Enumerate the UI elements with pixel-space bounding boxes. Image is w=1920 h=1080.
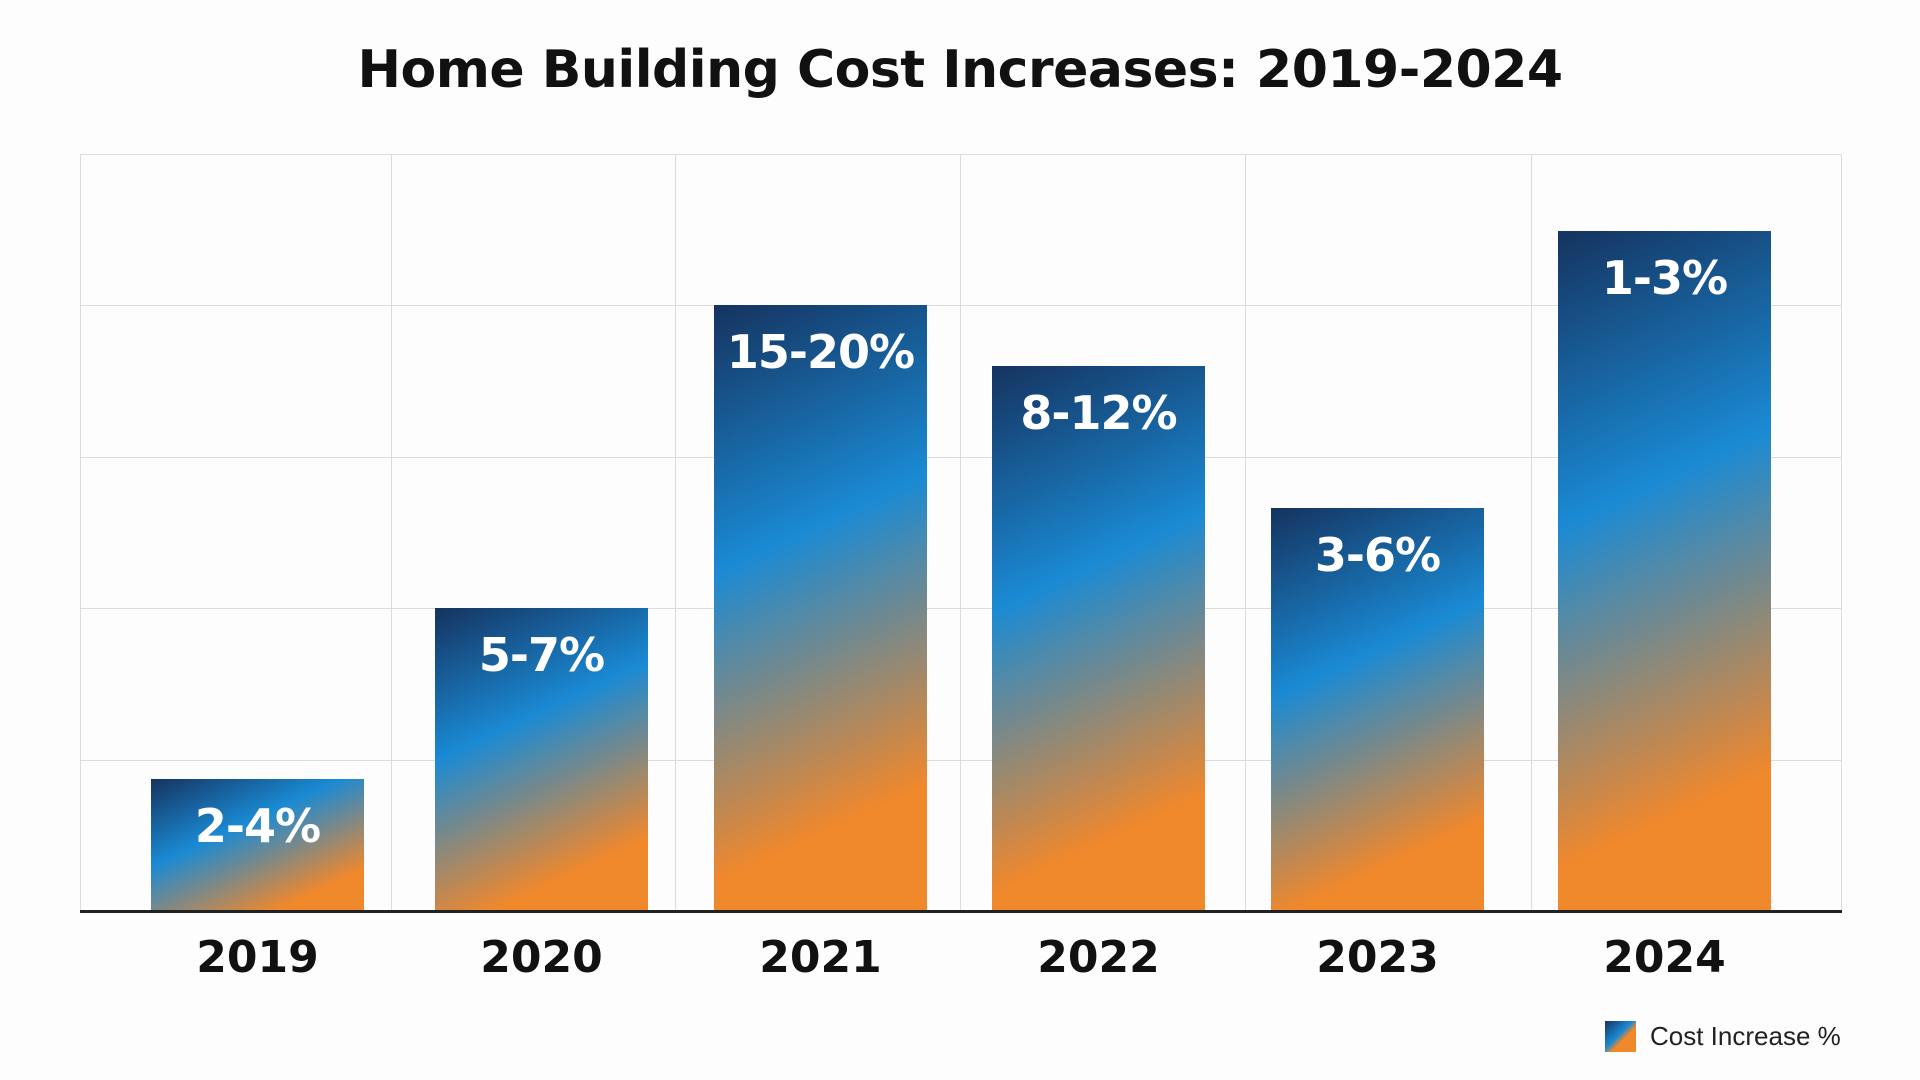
gridline-vertical xyxy=(1245,154,1246,911)
x-axis-line xyxy=(80,910,1842,913)
gridline-horizontal xyxy=(80,759,1842,761)
legend-label: Cost Increase % xyxy=(1650,1021,1841,1051)
data-label: 1-3% xyxy=(1601,251,1728,306)
bar-2019: 2-4% xyxy=(151,778,364,911)
bar-2021: 15-20% xyxy=(714,305,927,911)
gridline-horizontal xyxy=(80,608,1842,610)
data-label: 8-12% xyxy=(1020,385,1177,440)
gridline-vertical xyxy=(960,154,961,911)
x-tick-label: 2024 xyxy=(1603,932,1726,983)
gridline-horizontal xyxy=(80,305,1842,307)
gridline-horizontal xyxy=(80,456,1842,458)
chart-title: Home Building Cost Increases: 2019-2024 xyxy=(357,40,1563,100)
data-label: 2-4% xyxy=(194,798,321,853)
legend: Cost Increase % xyxy=(1605,1021,1841,1052)
x-tick-label: 2019 xyxy=(196,932,319,983)
data-label: 15-20% xyxy=(726,325,915,380)
data-label: 3-6% xyxy=(1314,528,1441,583)
legend-swatch xyxy=(1605,1021,1636,1052)
x-tick-label: 2022 xyxy=(1037,932,1160,983)
x-tick-label: 2023 xyxy=(1316,932,1439,983)
bar-2020: 5-7% xyxy=(435,608,648,911)
x-tick-label: 2020 xyxy=(480,932,603,983)
bar-2023: 3-6% xyxy=(1271,508,1484,911)
plot-area xyxy=(80,154,1842,911)
bar-2024: 1-3% xyxy=(1558,231,1771,911)
bar-2022: 8-12% xyxy=(992,365,1205,911)
gridline-vertical xyxy=(1531,154,1532,911)
gridline-vertical xyxy=(391,154,392,911)
gridline-vertical xyxy=(675,154,676,911)
x-tick-label: 2021 xyxy=(759,932,882,983)
data-label: 5-7% xyxy=(478,628,605,683)
